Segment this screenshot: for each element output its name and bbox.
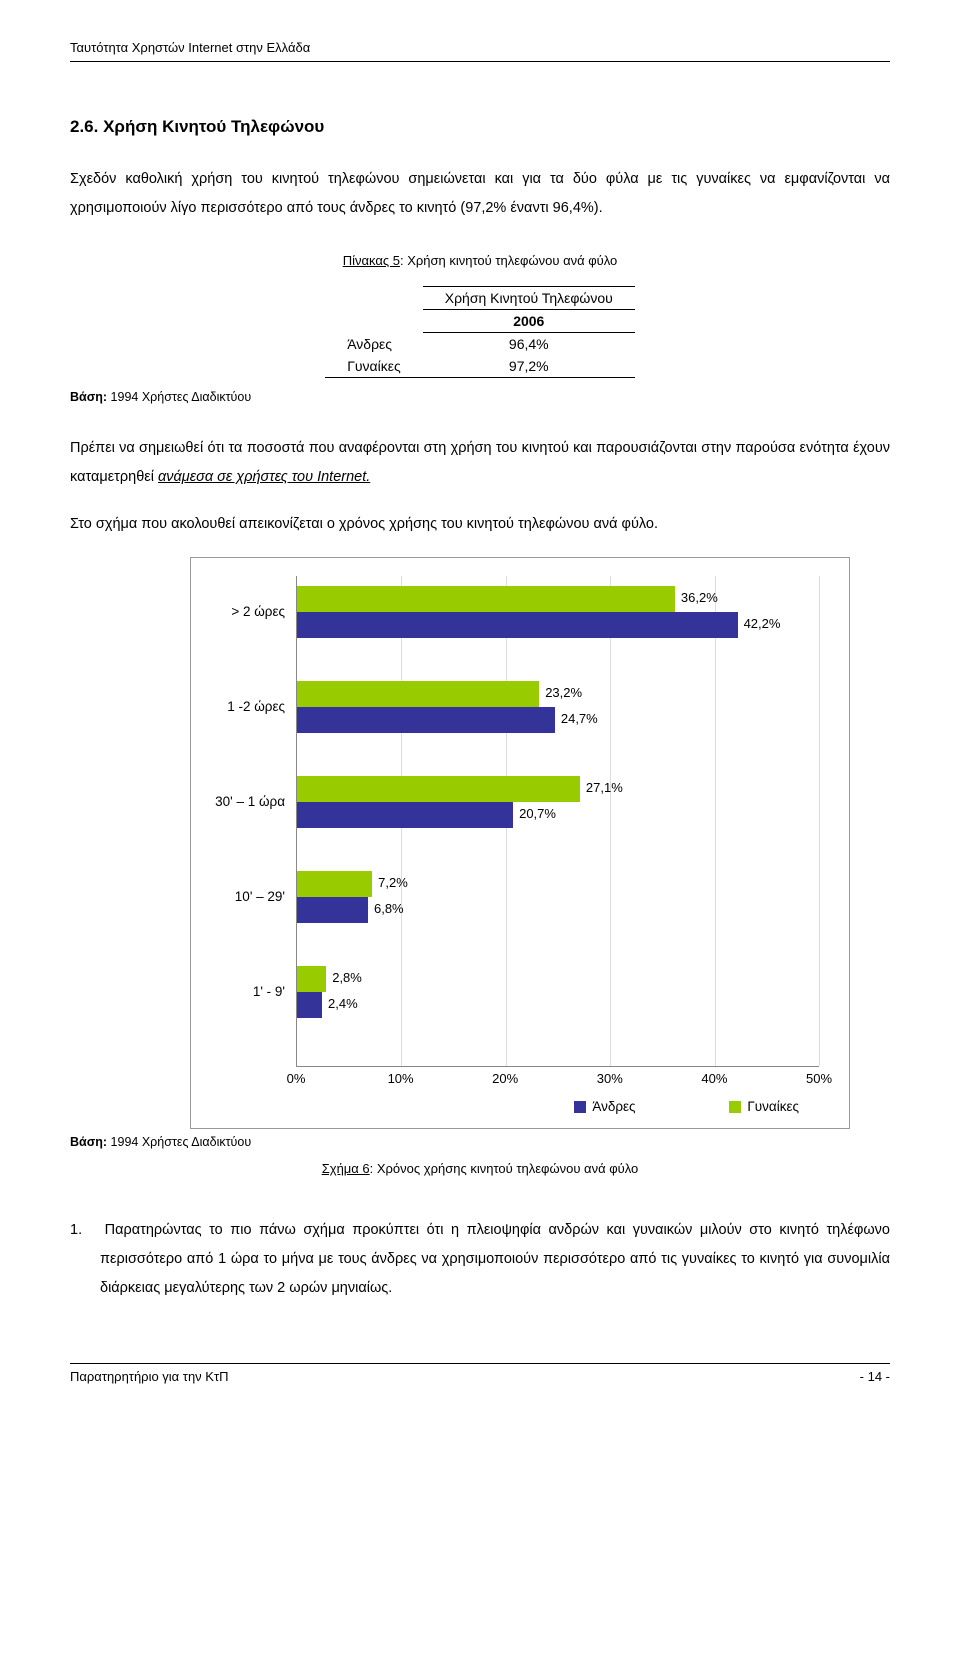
category-label: 10' – 29'	[195, 889, 297, 904]
table-row: Άνδρες 96,4%	[325, 333, 635, 356]
x-tick-label: 40%	[701, 1071, 727, 1086]
table-caption-prefix: Πίνακας 5	[343, 253, 400, 268]
obs-number: 1.	[70, 1222, 82, 1238]
category-label: 1 -2 ώρες	[195, 699, 297, 714]
grid-line	[819, 576, 820, 1066]
intro-paragraph: Σχεδόν καθολική χρήση του κινητού τηλεφώ…	[70, 165, 890, 223]
base-text: 1994 Χρήστες Διαδικτύου	[111, 1135, 252, 1149]
table-row-label: Γυναίκες	[325, 355, 423, 378]
observation-paragraph: 1. Παρατηρώντας το πιο πάνω σχήμα προκύπ…	[70, 1216, 890, 1303]
table-year: 2006	[423, 310, 635, 333]
base-note-chart: Βάση: 1994 Χρήστες Διαδικτύου	[70, 1135, 890, 1149]
chart-legend: Άνδρες Γυναίκες	[201, 1099, 799, 1114]
base-text: 1994 Χρήστες Διαδικτύου	[111, 390, 252, 404]
bar-value-label: 42,2%	[738, 616, 781, 631]
section-number: 2.6.	[70, 117, 98, 136]
x-tick-label: 20%	[492, 1071, 518, 1086]
chart-caption: Σχήμα 6: Χρόνος χρήσης κινητού τηλεφώνου…	[70, 1161, 890, 1176]
bar-men: 42,2%	[297, 612, 738, 638]
page-footer: Παρατηρητήριο για την ΚτΠ - 14 -	[70, 1363, 890, 1384]
bar-group: 30' – 1 ώρα27,1%20,7%	[297, 776, 819, 828]
bar-men: 24,7%	[297, 707, 555, 733]
bar-group: 1' - 9'2,8%2,4%	[297, 966, 819, 1018]
legend-swatch-women	[729, 1101, 741, 1113]
mid-para-italic: ανάμεσα σε χρήστες του Internet.	[158, 469, 370, 485]
bar-women: 2,8%	[297, 966, 326, 992]
table-row-value: 96,4%	[423, 333, 635, 356]
x-tick-label: 50%	[806, 1071, 832, 1086]
category-label: 30' – 1 ώρα	[195, 794, 297, 809]
bar-women: 27,1%	[297, 776, 580, 802]
base-note: Βάση: 1994 Χρήστες Διαδικτύου	[70, 390, 890, 404]
footer-left: Παρατηρητήριο για την ΚτΠ	[70, 1369, 228, 1384]
chart-container: > 2 ώρες36,2%42,2%1 -2 ώρες23,2%24,7%30'…	[190, 557, 850, 1129]
bar-men: 6,8%	[297, 897, 368, 923]
category-label: > 2 ώρες	[195, 604, 297, 619]
bar-value-label: 24,7%	[555, 711, 598, 726]
bar-value-label: 2,4%	[322, 996, 358, 1011]
table-header: Χρήση Κινητού Τηλεφώνου	[423, 287, 635, 310]
base-label: Βάση:	[70, 390, 107, 404]
bar-group: 1 -2 ώρες23,2%24,7%	[297, 681, 819, 733]
pre-chart-paragraph: Στο σχήμα που ακολουθεί απεικονίζεται ο …	[70, 510, 890, 539]
bar-women: 36,2%	[297, 586, 675, 612]
bar-value-label: 23,2%	[539, 685, 582, 700]
chart-caption-rest: : Χρόνος χρήσης κινητού τηλεφώνου ανά φύ…	[370, 1161, 639, 1176]
base-label: Βάση:	[70, 1135, 107, 1149]
chart-x-axis: 0%10%20%30%40%50%	[296, 1067, 819, 1089]
bar-group: 10' – 29'7,2%6,8%	[297, 871, 819, 923]
bar-women: 23,2%	[297, 681, 539, 707]
bar-value-label: 36,2%	[675, 590, 718, 605]
x-tick-label: 0%	[287, 1071, 306, 1086]
x-tick-label: 30%	[597, 1071, 623, 1086]
bar-men: 20,7%	[297, 802, 513, 828]
usage-table: Χρήση Κινητού Τηλεφώνου 2006 Άνδρες 96,4…	[325, 286, 635, 378]
bar-women: 7,2%	[297, 871, 372, 897]
bar-value-label: 6,8%	[368, 901, 404, 916]
legend-item-women: Γυναίκες	[729, 1099, 799, 1114]
chart-plot-area: > 2 ώρες36,2%42,2% 1 -2 ώρες23,2%24,7% 30'…	[296, 576, 819, 1067]
bar-group: > 2 ώρες36,2%42,2%	[297, 586, 819, 638]
obs-text: Παρατηρώντας το πιο πάνω σχήμα προκύπτει…	[100, 1222, 890, 1296]
footer-right: - 14 -	[860, 1369, 890, 1384]
table-caption: Πίνακας 5: Χρήση κινητού τηλεφώνου ανά φ…	[70, 253, 890, 268]
table-row-value: 97,2%	[423, 355, 635, 378]
bar-value-label: 7,2%	[372, 875, 408, 890]
chart-caption-prefix: Σχήμα 6	[322, 1161, 370, 1176]
bar-value-label: 20,7%	[513, 806, 556, 821]
legend-item-men: Άνδρες	[574, 1099, 635, 1114]
mid-paragraph: Πρέπει να σημειωθεί ότι τα ποσοστά που α…	[70, 434, 890, 492]
legend-label-men: Άνδρες	[592, 1099, 635, 1114]
section-heading: Χρήση Κινητού Τηλεφώνου	[103, 117, 324, 136]
bar-men: 2,4%	[297, 992, 322, 1018]
table-row-label: Άνδρες	[325, 333, 423, 356]
legend-label-women: Γυναίκες	[747, 1099, 799, 1114]
legend-swatch-men	[574, 1101, 586, 1113]
bar-value-label: 2,8%	[326, 970, 362, 985]
x-tick-label: 10%	[388, 1071, 414, 1086]
bar-value-label: 27,1%	[580, 780, 623, 795]
page-header: Ταυτότητα Χρηστών Internet στην Ελλάδα	[70, 40, 890, 62]
section-title: 2.6. Χρήση Κινητού Τηλεφώνου	[70, 117, 890, 137]
category-label: 1' - 9'	[195, 984, 297, 999]
table-caption-rest: : Χρήση κινητού τηλεφώνου ανά φύλο	[400, 253, 617, 268]
table-row: Γυναίκες 97,2%	[325, 355, 635, 378]
